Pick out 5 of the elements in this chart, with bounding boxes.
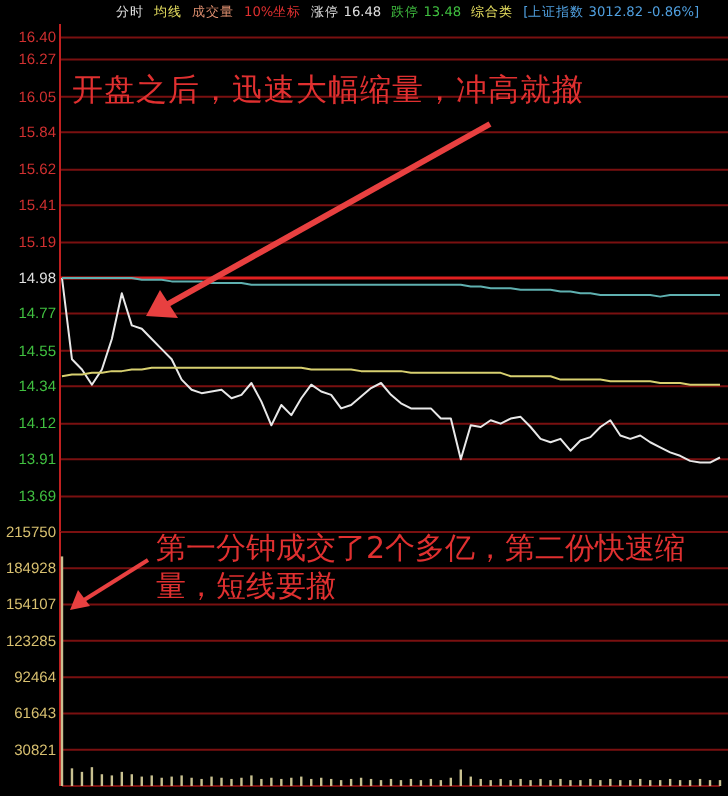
line-series [61,277,721,464]
annotation: 开盘之后，迅速大幅缩量，冲高就撤 [72,72,584,108]
line-series [61,277,721,298]
line-series [61,366,721,386]
annotation: 第一分钟成交了2个多亿，第二份快速缩量，短线要撤 [156,530,686,604]
